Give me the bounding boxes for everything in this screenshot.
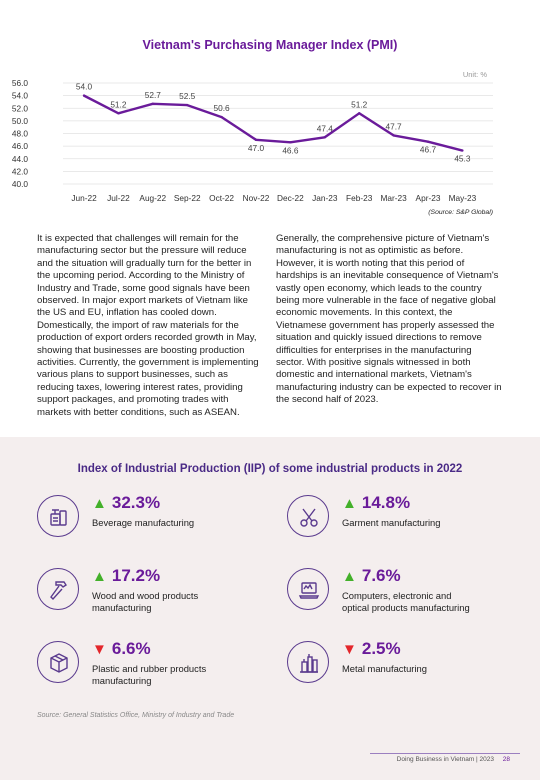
data-point [254,138,258,142]
data-point [220,115,223,119]
iip-label: Beverage manufacturing [92,517,195,528]
footer-text: Doing Business in Vietnam | 2023 [396,756,494,763]
x-tick-label: Oct-22 [209,193,234,203]
laptop-icon [287,568,329,610]
trend-arrow-icon: ▲ [342,495,357,512]
data-point [358,112,361,115]
data-point [461,149,464,152]
x-tick-label: Dec-22 [277,193,304,203]
iip-label: Computers, electronic and optical produc… [342,590,470,613]
data-label: 50.6 [214,103,231,113]
body-text-right: Generally, the comprehensive picture of … [276,233,502,406]
footer-divider [370,753,520,754]
data-label: 52.5 [179,91,196,101]
data-point [323,136,326,139]
y-tick-label: 48.0 [12,129,29,139]
chart-source: (Source: S&P Global) [428,209,493,216]
iip-value: 32.3% [111,493,161,512]
iip-label: Garment manufacturing [342,517,441,528]
y-tick-label: 52.0 [12,103,29,113]
data-label: 47.0 [248,143,265,153]
hammer-icon [37,568,79,610]
unit-label: Unit: % [463,70,488,79]
x-tick-label: Jan-23 [312,193,338,203]
x-tick-label: Apr-23 [416,193,441,203]
page-footer: Doing Business in Vietnam | 2023 28 [370,753,520,765]
data-point [82,94,86,97]
data-point [117,112,120,115]
body-text-left: It is expected that challenges will rema… [37,233,259,418]
data-point [392,134,395,137]
iip-value: 17.2% [111,566,161,585]
x-tick-label: Jun-22 [71,193,97,203]
iip-value: 14.8% [361,493,411,512]
y-tick-label: 44.0 [12,154,29,164]
data-point [186,103,189,107]
data-label: 47.4 [317,123,334,133]
y-tick-label: 56.0 [12,78,29,88]
trend-arrow-icon: ▲ [92,568,107,585]
iip-label: Wood and wood products manufacturing [92,590,199,613]
iip-label: Plastic and rubber products manufacturin… [92,663,207,686]
x-tick-label: Feb-23 [346,193,373,203]
trend-arrow-icon: ▲ [342,568,357,585]
data-label: 47.7 [386,121,403,131]
data-label: 54.0 [76,82,93,92]
iip-value: 7.6% [361,566,401,585]
beverage-icon [37,495,79,537]
data-label: 46.6 [282,145,299,155]
data-label: 51.2 [110,99,127,109]
trend-arrow-icon: ▼ [342,641,357,658]
data-label: 46.7 [420,145,437,155]
pmi-line-chart: Unit: % 56.0 54.0 52.0 50.0 48.0 46.0 44.0 42.0 4… [12,70,493,216]
x-tick-label: Sep-22 [174,193,201,203]
cube-icon [37,641,79,683]
x-tick-label: Aug-22 [139,193,166,203]
data-point [289,141,292,144]
x-tick-label: Nov-22 [243,193,270,203]
iip-label: Metal manufacturing [342,663,427,674]
factory-icon [287,641,329,683]
data-label: 51.2 [351,99,368,109]
iip-value: 2.5% [361,639,401,658]
x-tick-label: May-23 [449,193,477,203]
data-label: 45.3 [454,154,471,164]
iip-source: Source: General Statistics Office, Minis… [37,712,235,719]
pmi-series-line [83,94,463,152]
trend-arrow-icon: ▼ [92,641,107,658]
y-tick-label: 46.0 [12,141,29,151]
x-tick-label: Mar-23 [380,193,407,203]
iip-section: Index of Industrial Production (IIP) of … [0,437,540,780]
x-tick-label: Jul-22 [107,193,130,203]
chart-title: Vietnam's Purchasing Manager Index (PMI) [142,38,398,52]
data-point [151,102,154,106]
iip-title: Index of Industrial Production (IIP) of … [77,463,463,475]
y-tick-label: 50.0 [12,116,29,126]
scissors-icon [287,495,329,537]
y-tick-label: 40.0 [12,179,29,189]
page-number: 28 [502,756,510,763]
data-point [426,140,430,143]
data-label: 52.7 [145,90,162,100]
y-tick-label: 42.0 [12,166,29,176]
y-tick-label: 54.0 [12,91,29,101]
iip-value: 6.6% [111,639,151,658]
trend-arrow-icon: ▲ [92,495,107,512]
